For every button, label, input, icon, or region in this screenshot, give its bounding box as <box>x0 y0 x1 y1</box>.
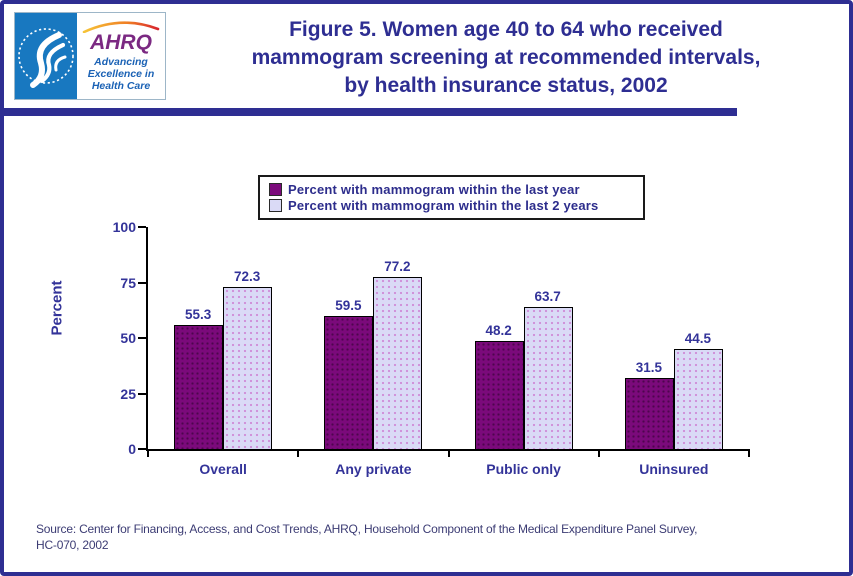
y-axis-tick <box>138 337 146 339</box>
bar-value-public-only-series2: 63.7 <box>534 289 561 304</box>
plot-area: 55.3 72.3 Overall 59.5 77.2 Any private 48.2 63… <box>113 219 750 477</box>
x-axis-tick <box>447 449 450 457</box>
y-axis-tick <box>138 226 146 228</box>
y-axis-tick-label: 0 <box>128 441 136 457</box>
legend-label-last-year: Percent with mammogram within the last y… <box>288 181 580 197</box>
x-axis-tick <box>297 449 300 457</box>
bar-overall-series1 <box>174 325 224 449</box>
x-axis-label-public-only: Public only <box>486 461 561 477</box>
bar-value-any-private-series2: 77.2 <box>384 259 411 274</box>
y-axis-tick <box>138 281 146 284</box>
bar-chart: Percent 55.3 72.3 Overall 59.5 77.2 Any priva… <box>4 4 849 572</box>
y-axis-tick-label: 100 <box>112 219 136 235</box>
bar-overall-series2 <box>223 287 273 449</box>
ahrq-wordmark: AHRQ Advancing Excellence in Health Care <box>77 13 165 99</box>
legend-item-last-year: Percent with mammogram within the last y… <box>269 181 637 197</box>
y-axis-tick-label: 50 <box>120 330 136 346</box>
bar-any-private-series1 <box>324 316 374 449</box>
source-note-line2: HC-070, 2002 <box>36 538 109 552</box>
ahrq-acronym: AHRQ <box>90 30 152 54</box>
y-axis-title: Percent <box>48 280 66 336</box>
figure-title-line2: mammogram screening at recommended inter… <box>251 46 761 69</box>
bar-value-any-private-series1: 59.5 <box>335 298 362 313</box>
ahrq-swoosh-icon <box>82 20 160 33</box>
bar-value-overall-series1: 55.3 <box>184 307 212 322</box>
figure-title-line3: by health insurance status, 2002 <box>344 74 668 97</box>
bar-value-uninsured-series2: 44.5 <box>684 331 712 346</box>
bar-value-overall-series2: 72.3 <box>233 269 261 284</box>
y-axis-tick <box>138 448 146 450</box>
bar-public-only-series1 <box>474 341 524 449</box>
chart-legend: Percent with mammogram within the last y… <box>258 175 645 220</box>
ahrq-hhs-logo: AHRQ Advancing Excellence in Health Care <box>14 12 166 100</box>
bar-public-only-series2 <box>523 307 573 449</box>
bar-value-public-only-series1: 48.2 <box>485 323 512 338</box>
header-divider-bar <box>4 108 737 116</box>
y-axis-tick-label: 25 <box>120 385 136 402</box>
x-axis-label-any-private: Any private <box>335 461 412 477</box>
x-axis-tick <box>147 449 149 457</box>
figure-title-line1: Figure 5. Women age 40 to 64 who receive… <box>289 18 723 41</box>
hhs-eagle-icon <box>18 28 74 88</box>
bar-any-private-series2 <box>373 277 423 449</box>
y-axis-tick-label: 75 <box>120 274 136 291</box>
hhs-seal <box>15 13 77 99</box>
legend-label-last-2-years: Percent with mammogram within the last 2… <box>288 197 599 213</box>
bar-uninsured-series1 <box>624 378 674 449</box>
figure-title: Figure 5. Women age 40 to 64 who receive… <box>176 16 836 100</box>
source-note: Source: Center for Financing, Access, an… <box>36 521 826 553</box>
legend-swatch-last-year <box>269 182 282 196</box>
bar-uninsured-series2 <box>673 349 723 449</box>
legend-swatch-last-2-years <box>269 198 282 212</box>
y-axis-tick <box>138 392 146 395</box>
source-note-line1: Source: Center for Financing, Access, an… <box>36 522 698 536</box>
x-axis-tick <box>597 449 600 457</box>
ahrq-tagline: Advancing Excellence in Health Care <box>87 55 155 92</box>
x-axis-tick <box>748 449 750 457</box>
bar-value-uninsured-series1: 31.5 <box>635 360 663 375</box>
x-axis-label-uninsured: Uninsured <box>639 461 709 477</box>
legend-item-last-2-years: Percent with mammogram within the last 2… <box>269 197 637 213</box>
x-axis-label-overall: Overall <box>199 461 247 477</box>
